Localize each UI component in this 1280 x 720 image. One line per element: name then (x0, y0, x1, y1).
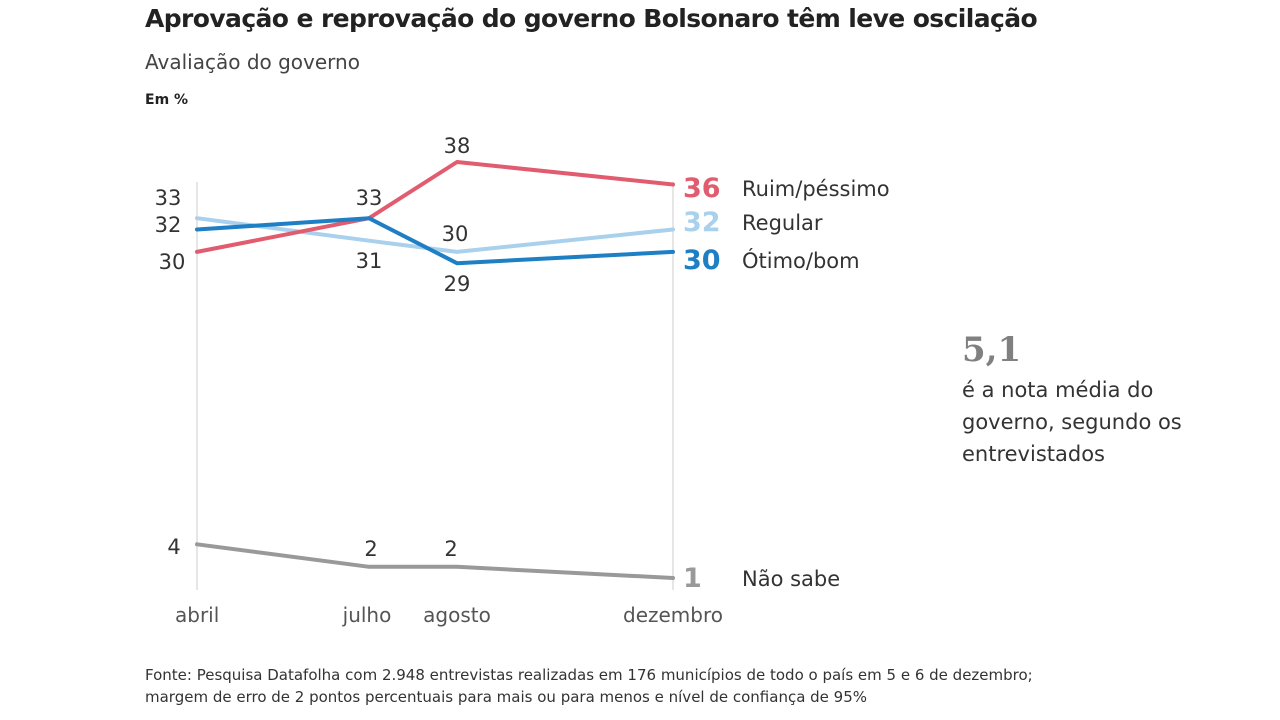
point-label: 31 (356, 249, 383, 273)
point-label: 38 (444, 134, 471, 158)
point-label: 30 (442, 222, 469, 246)
chart-title: Aprovação e reprovação do governo Bolson… (145, 4, 1038, 33)
end-value-label: 36 (683, 173, 721, 204)
end-value-label: 1 (683, 563, 702, 594)
series-line (195, 542, 675, 580)
x-tick-label: dezembro (623, 603, 723, 627)
series-line (195, 216, 675, 266)
x-tick-label: agosto (423, 603, 491, 627)
legend-label: Ótimo/bom (742, 248, 860, 273)
point-label: 2 (444, 537, 457, 561)
x-tick-label: julho (342, 603, 392, 627)
average-grade-text: é a nota média do governo, segundo os en… (962, 378, 1182, 466)
chart-subtitle: Avaliação do governo (145, 50, 360, 74)
source-note: Fonte: Pesquisa Datafolha com 2.948 entr… (145, 666, 1033, 706)
series-line (195, 216, 675, 254)
legend-label: Não sabe (742, 567, 840, 591)
point-label: 30 (159, 250, 186, 274)
x-tick-label: abril (175, 603, 219, 627)
unit-label: Em % (145, 92, 189, 108)
legend-label: Ruim/péssimo (742, 177, 890, 201)
point-label: 2 (364, 537, 377, 561)
legend-label: Regular (742, 211, 823, 235)
point-label: 32 (155, 213, 182, 237)
average-grade-value: 5,1 (962, 330, 1022, 370)
series-line (195, 160, 675, 254)
point-label: 29 (444, 272, 471, 296)
point-label: 4 (167, 535, 180, 559)
end-value-label: 32 (683, 207, 721, 238)
point-label: 33 (356, 186, 383, 210)
end-value-label: 30 (683, 245, 721, 276)
point-label: 33 (155, 186, 182, 210)
